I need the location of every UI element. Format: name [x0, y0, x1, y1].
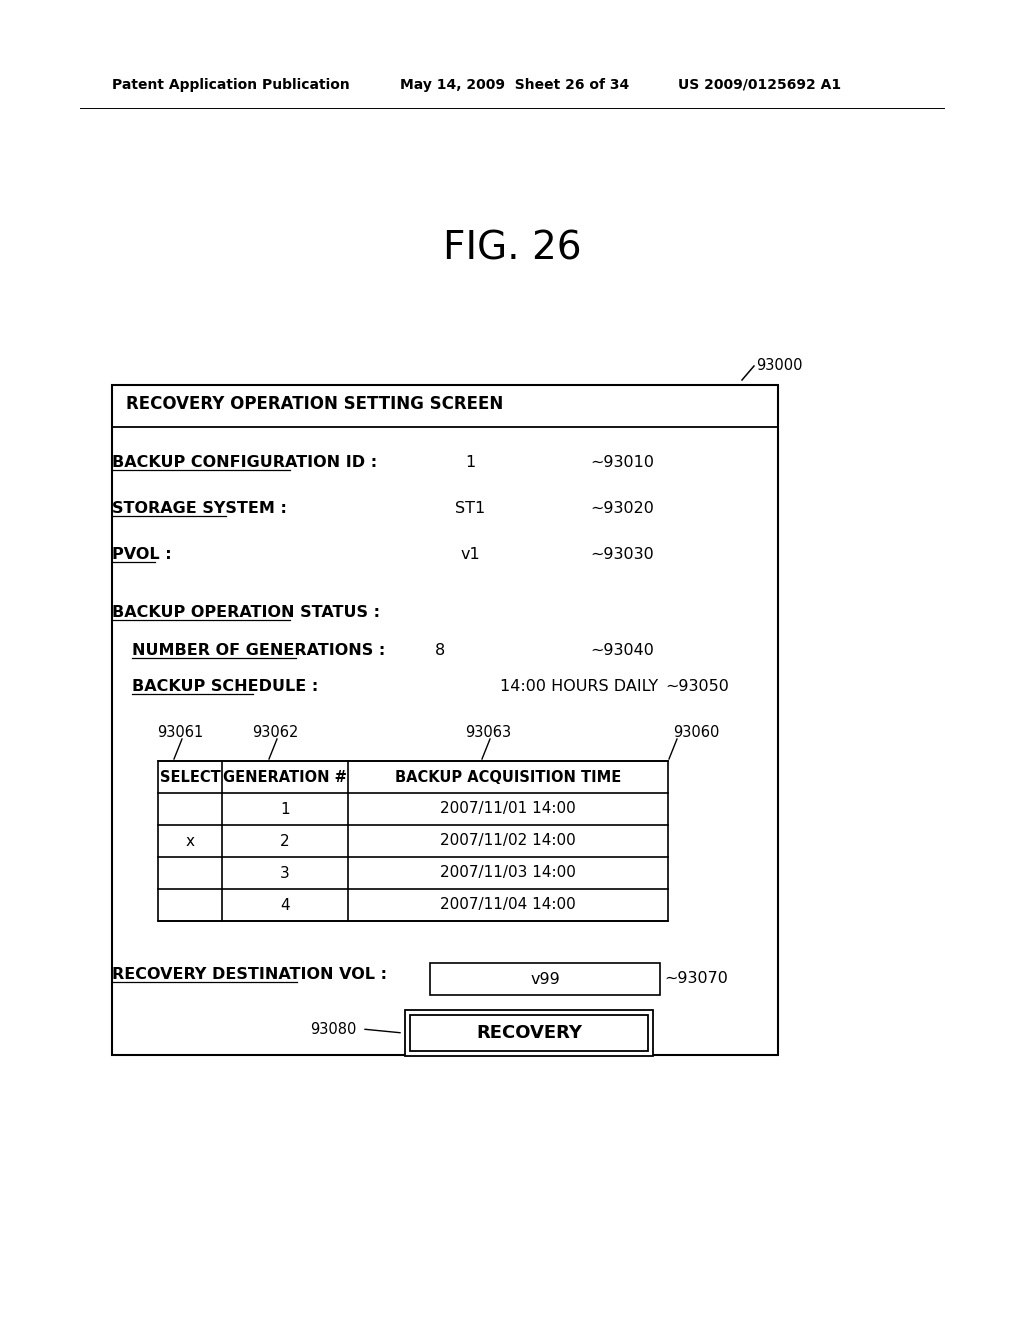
Text: RECOVERY: RECOVERY: [476, 1024, 582, 1041]
Bar: [158, 762, 668, 921]
Bar: [430, 964, 660, 995]
Text: 2007/11/03 14:00: 2007/11/03 14:00: [440, 866, 575, 880]
Text: SELECT: SELECT: [160, 770, 220, 784]
Text: x: x: [185, 833, 195, 849]
Bar: [112, 385, 778, 1055]
Text: 93062: 93062: [252, 725, 298, 741]
Text: GENERATION #: GENERATION #: [223, 770, 347, 784]
Bar: [406, 1010, 653, 1056]
Text: ∼93020: ∼93020: [590, 502, 654, 516]
Text: ∼93010: ∼93010: [590, 455, 654, 470]
Text: ∼93040: ∼93040: [590, 643, 654, 657]
Bar: [410, 1015, 648, 1051]
Text: 2007/11/04 14:00: 2007/11/04 14:00: [440, 898, 575, 912]
Text: STORAGE SYSTEM :: STORAGE SYSTEM :: [112, 502, 287, 516]
Text: RECOVERY DESTINATION VOL :: RECOVERY DESTINATION VOL :: [112, 968, 387, 982]
Text: 14:00 HOURS DAILY: 14:00 HOURS DAILY: [500, 678, 658, 694]
Text: v99: v99: [530, 972, 560, 986]
Text: 93080: 93080: [310, 1022, 356, 1036]
Text: May 14, 2009  Sheet 26 of 34: May 14, 2009 Sheet 26 of 34: [400, 78, 630, 92]
Text: ∼93050: ∼93050: [665, 678, 729, 694]
Text: BACKUP SCHEDULE :: BACKUP SCHEDULE :: [132, 678, 318, 694]
Text: 2: 2: [281, 833, 290, 849]
Text: FIG. 26: FIG. 26: [442, 230, 582, 268]
Text: NUMBER OF GENERATIONS :: NUMBER OF GENERATIONS :: [132, 643, 385, 657]
Text: 2007/11/02 14:00: 2007/11/02 14:00: [440, 833, 575, 849]
Text: BACKUP CONFIGURATION ID :: BACKUP CONFIGURATION ID :: [112, 455, 377, 470]
Text: ∼93030: ∼93030: [590, 546, 653, 562]
Text: ∼93070: ∼93070: [664, 972, 728, 986]
Text: 1: 1: [465, 455, 475, 470]
Text: v1: v1: [460, 546, 480, 562]
Text: 8: 8: [435, 643, 445, 657]
Text: BACKUP ACQUISITION TIME: BACKUP ACQUISITION TIME: [395, 770, 622, 784]
Text: 93000: 93000: [756, 358, 803, 374]
Text: RECOVERY OPERATION SETTING SCREEN: RECOVERY OPERATION SETTING SCREEN: [126, 395, 503, 413]
Text: 93061: 93061: [157, 725, 203, 741]
Text: 4: 4: [281, 898, 290, 912]
Text: BACKUP OPERATION STATUS :: BACKUP OPERATION STATUS :: [112, 605, 380, 620]
Text: 2007/11/01 14:00: 2007/11/01 14:00: [440, 801, 575, 817]
Text: 93060: 93060: [673, 725, 720, 741]
Text: US 2009/0125692 A1: US 2009/0125692 A1: [678, 78, 841, 92]
Text: 93063: 93063: [465, 725, 511, 741]
Text: ST1: ST1: [455, 502, 485, 516]
Text: Patent Application Publication: Patent Application Publication: [112, 78, 350, 92]
Text: 3: 3: [281, 866, 290, 880]
Text: 1: 1: [281, 801, 290, 817]
Text: PVOL :: PVOL :: [112, 546, 172, 562]
